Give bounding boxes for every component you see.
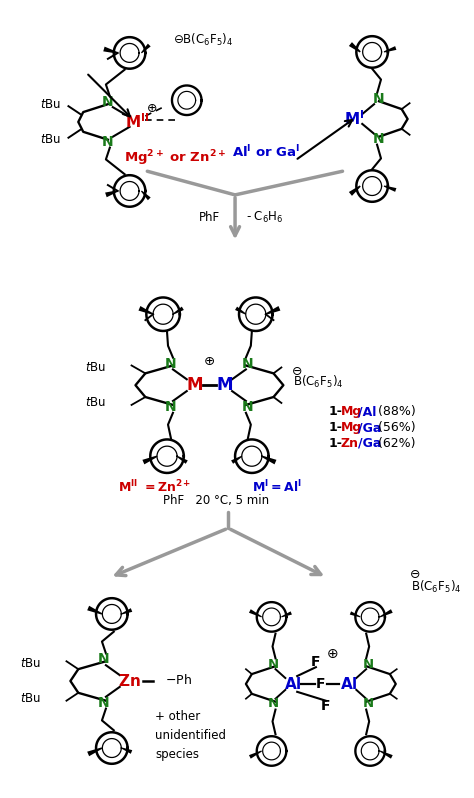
Text: N: N [242, 400, 254, 414]
Text: N: N [268, 658, 279, 671]
Text: $\ominus$: $\ominus$ [291, 365, 302, 378]
Polygon shape [141, 191, 151, 200]
Text: $\oplus$: $\oplus$ [327, 647, 339, 662]
Text: PhF   20 °C, 5 min: PhF 20 °C, 5 min [163, 494, 269, 507]
Text: $t$Bu: $t$Bu [20, 657, 41, 670]
Text: B(C$_6$F$_5$)$_4$: B(C$_6$F$_5$)$_4$ [410, 579, 461, 595]
Text: N: N [165, 357, 177, 370]
Text: + other
unidentified
species: + other unidentified species [155, 709, 226, 760]
Polygon shape [138, 306, 154, 315]
Text: $\oplus$: $\oplus$ [146, 101, 157, 115]
Polygon shape [235, 306, 246, 314]
Text: B(C$_6$F$_5$)$_4$: B(C$_6$F$_5$)$_4$ [293, 374, 344, 390]
Text: N: N [98, 652, 110, 666]
Polygon shape [87, 748, 102, 757]
Text: N: N [98, 696, 110, 709]
Text: $t$Bu: $t$Bu [39, 97, 61, 111]
Text: $\mathbf{M}$: $\mathbf{M}$ [216, 376, 233, 394]
Polygon shape [380, 750, 393, 759]
Text: N: N [363, 658, 374, 671]
Text: $\mathbf{M^{I}}$: $\mathbf{M^{I}}$ [344, 109, 365, 128]
Text: $t$Bu: $t$Bu [85, 397, 106, 409]
Text: Zn: Zn [340, 437, 358, 450]
Text: (62%): (62%) [374, 437, 416, 450]
Polygon shape [141, 44, 151, 53]
Text: $\mathbf{M}$: $\mathbf{M}$ [186, 376, 203, 394]
Text: $\ominus$: $\ominus$ [409, 568, 420, 581]
Text: F: F [311, 655, 320, 670]
Text: $t$Bu: $t$Bu [85, 361, 106, 374]
Text: (88%): (88%) [374, 405, 416, 418]
Polygon shape [87, 606, 102, 614]
Text: /Al: /Al [358, 405, 377, 418]
Text: F: F [321, 698, 330, 713]
Text: N: N [102, 95, 114, 109]
Text: /Ga: /Ga [358, 421, 382, 434]
Polygon shape [177, 456, 188, 464]
Text: $\oplus$: $\oplus$ [203, 355, 215, 368]
Polygon shape [350, 611, 360, 618]
Polygon shape [380, 609, 393, 618]
Polygon shape [142, 456, 157, 464]
Polygon shape [173, 306, 184, 314]
Text: (56%): (56%) [374, 421, 416, 434]
Polygon shape [349, 42, 361, 53]
Polygon shape [121, 748, 132, 754]
Text: $\mathbf{M^I = Al^I}$: $\mathbf{M^I = Al^I}$ [253, 479, 302, 495]
Text: $\mathbf{M^{II}}$ $\mathbf{= Zn^{2+}}$: $\mathbf{M^{II}}$ $\mathbf{= Zn^{2+}}$ [118, 479, 191, 495]
Text: /Ga: /Ga [358, 437, 382, 450]
Text: N: N [268, 697, 279, 710]
Polygon shape [281, 611, 292, 618]
Polygon shape [121, 608, 132, 614]
Polygon shape [349, 185, 361, 196]
Text: $\ominus$B(C$_6$F$_5$)$_4$: $\ominus$B(C$_6$F$_5$)$_4$ [173, 32, 234, 48]
Text: N: N [363, 697, 374, 710]
Polygon shape [231, 456, 242, 464]
Text: - C$_6$H$_6$: - C$_6$H$_6$ [246, 210, 283, 225]
Polygon shape [261, 456, 276, 464]
Text: $t$Bu: $t$Bu [39, 133, 61, 146]
Text: N: N [242, 357, 254, 370]
Text: 1-: 1- [329, 405, 343, 418]
Text: $\mathbf{Al}$: $\mathbf{Al}$ [339, 676, 357, 692]
Text: $\mathbf{Al^I}$ or $\mathbf{Ga^I}$: $\mathbf{Al^I}$ or $\mathbf{Ga^I}$ [232, 143, 300, 160]
Text: $\mathbf{Zn}$: $\mathbf{Zn}$ [118, 673, 141, 689]
Text: PhF: PhF [199, 211, 220, 224]
Polygon shape [103, 46, 118, 53]
Polygon shape [265, 306, 281, 315]
Text: N: N [165, 400, 177, 414]
Polygon shape [249, 609, 262, 618]
Text: $-$Ph: $-$Ph [165, 673, 192, 687]
Text: Mg: Mg [340, 405, 362, 418]
Text: $\mathbf{Mg^{2+}}$ or $\mathbf{Zn^{2+}}$: $\mathbf{Mg^{2+}}$ or $\mathbf{Zn^{2+}}$ [124, 148, 226, 168]
Text: N: N [373, 93, 385, 106]
Text: F: F [316, 677, 326, 691]
Polygon shape [384, 46, 396, 53]
Text: 1-: 1- [329, 421, 343, 434]
Polygon shape [105, 190, 118, 197]
Text: Mg: Mg [340, 421, 362, 434]
Text: N: N [373, 132, 385, 146]
Text: $\mathbf{Al}$: $\mathbf{Al}$ [284, 676, 302, 692]
Text: $\mathbf{M^{II}}$: $\mathbf{M^{II}}$ [125, 113, 150, 132]
Polygon shape [249, 750, 262, 759]
Polygon shape [384, 185, 396, 192]
Text: N: N [102, 135, 114, 148]
Text: $t$Bu: $t$Bu [20, 692, 41, 705]
Text: 1-: 1- [329, 437, 343, 450]
